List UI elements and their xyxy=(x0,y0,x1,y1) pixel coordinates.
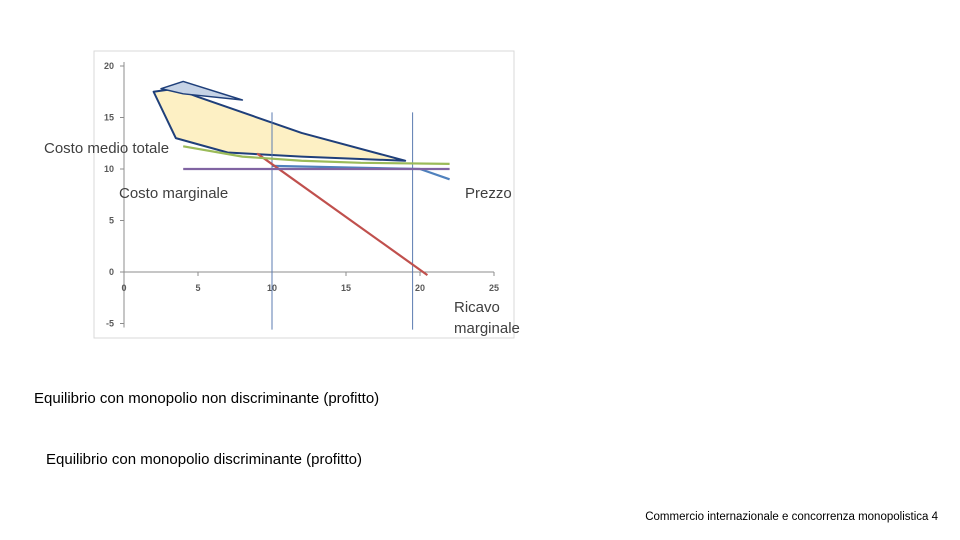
annotation-marginale: marginale xyxy=(454,320,520,337)
annotation-ricavo: Ricavo xyxy=(454,299,500,316)
y-tick-label: 5 xyxy=(109,216,114,226)
annotation-prezzo: Prezzo xyxy=(465,185,512,202)
y-tick-label: 10 xyxy=(104,164,114,174)
y-tick-label: 15 xyxy=(104,113,114,123)
y-tick-label: 0 xyxy=(109,267,114,277)
discriminating-profit-region xyxy=(160,80,244,101)
caption-discriminating: Equilibrio con monopolio discriminante (… xyxy=(46,451,362,468)
y-tick-label: 20 xyxy=(104,61,114,71)
x-tick-label: 5 xyxy=(195,283,200,293)
series-line-costo-medio-totale xyxy=(183,145,450,165)
x-tick-label: 15 xyxy=(341,283,351,293)
x-tick-label: 20 xyxy=(415,283,425,293)
y-tick-label: -5 xyxy=(106,319,114,329)
profit-region xyxy=(152,87,407,162)
annotation-costo-marginale: Costo marginale xyxy=(119,185,228,202)
caption-non-discriminating: Equilibrio con monopolio non discriminan… xyxy=(34,390,380,407)
x-tick-label: 25 xyxy=(489,283,499,293)
footer-text: Commercio internazionale e concorrenza m… xyxy=(645,511,938,523)
x-tick-label: 0 xyxy=(121,283,126,293)
series-line-ricavo-marginale xyxy=(256,152,429,276)
annotation-costo-medio-totale: Costo medio totale xyxy=(44,140,169,157)
